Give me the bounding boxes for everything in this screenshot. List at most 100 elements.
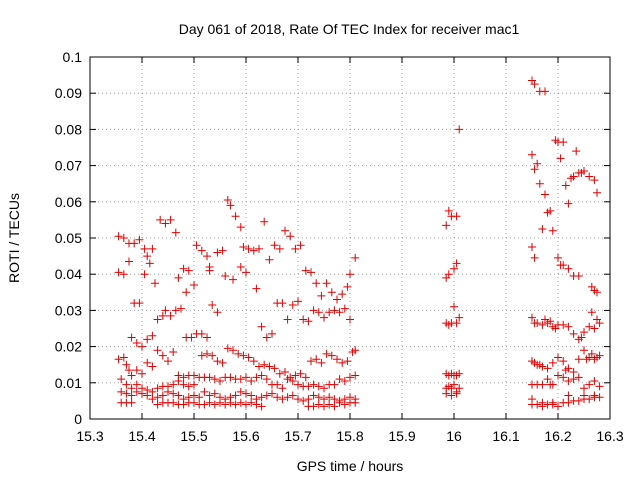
data-point [226,201,235,210]
data-point [247,391,256,400]
data-point [541,87,549,96]
data-point [223,344,232,353]
data-point [151,279,159,288]
data-point [143,252,152,261]
data-point [174,376,183,385]
data-point [234,349,243,358]
data-point [546,317,555,326]
data-point [455,384,464,393]
data-point [317,358,326,367]
data-point [299,315,308,324]
data-point [213,248,222,257]
data-point [262,375,271,384]
data-point [278,299,287,308]
data-point [153,393,162,402]
data-point [590,376,599,385]
data-point [273,380,282,389]
data-point [122,360,131,369]
data-point [452,212,461,221]
data-point [574,373,583,382]
data-point [132,366,141,375]
data-point [164,387,172,396]
data-point [330,306,339,315]
data-point [247,376,256,385]
y-tick-label: 0.09 [55,85,82,101]
data-point [135,235,144,244]
x-tick-label: 15.8 [336,428,363,444]
data-point [309,402,318,411]
data-point [325,393,334,402]
data-point [291,244,300,253]
data-point [351,398,360,407]
data-point [309,391,318,400]
data-point [158,351,167,360]
data-point [559,373,568,382]
data-point [335,308,344,317]
data-point [200,400,209,409]
data-point [327,351,336,360]
points-layer [114,76,604,411]
x-tick-label: 16.2 [544,428,571,444]
data-point [239,243,248,252]
data-point [203,333,211,342]
data-point [257,393,266,402]
grid-layer [90,57,610,419]
data-point [533,319,542,328]
data-point [452,319,461,328]
data-point [132,380,141,389]
data-point [309,380,318,389]
x-tick-label: 15.5 [180,428,207,444]
data-point [236,387,245,396]
data-point [169,398,178,407]
data-point [184,382,193,391]
data-point [158,311,167,320]
data-point [148,362,157,371]
data-point [242,373,250,382]
data-point [236,223,245,232]
data-point [200,387,209,396]
data-point [197,246,206,255]
data-point [296,369,305,378]
data-point [543,364,552,373]
data-point [249,357,258,366]
data-point [283,393,292,402]
data-point [330,402,339,411]
data-point [333,295,341,304]
data-point [249,246,258,255]
data-point [166,311,175,320]
data-point [580,384,588,393]
y-tick-label: 0.02 [55,339,82,355]
data-point [304,317,313,326]
data-point [119,234,128,242]
data-point [205,391,214,400]
data-point [205,398,214,407]
data-point [164,357,172,366]
data-point [143,335,152,344]
data-point [351,371,360,380]
data-point [294,297,302,306]
data-point [179,264,188,273]
data-point [312,355,321,364]
data-point [117,375,126,384]
data-point [255,362,263,371]
data-point [320,395,328,404]
y-tick-label: 0.04 [55,266,82,282]
data-point [330,380,339,389]
data-point [317,291,326,300]
data-point [325,400,334,409]
data-point [138,389,146,398]
x-axis-label: GPS time / hours [297,458,404,474]
data-point [580,346,588,355]
data-point [572,147,581,156]
data-point [226,398,235,407]
data-point [528,150,536,159]
data-point [580,391,588,400]
data-point [548,380,557,389]
data-point [205,262,214,271]
data-point [590,391,599,400]
data-point [190,380,198,389]
data-point [270,241,279,250]
data-point [226,373,235,382]
data-point [335,375,344,384]
data-point [231,391,240,400]
